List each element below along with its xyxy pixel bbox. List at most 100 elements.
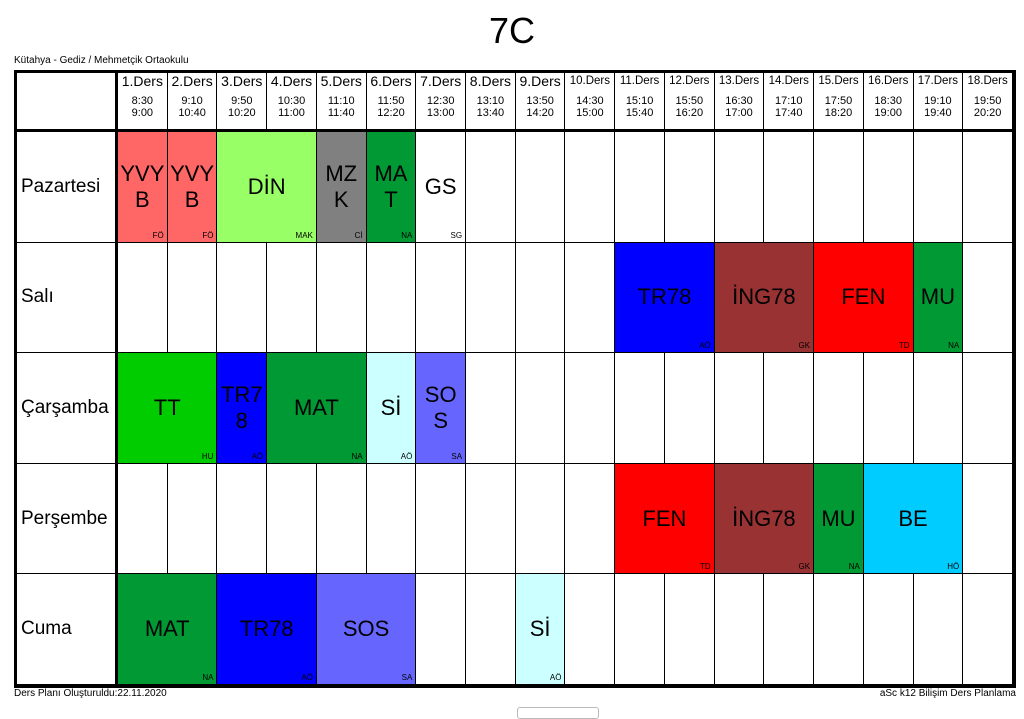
lesson-block[interactable]: MAT NA xyxy=(118,574,218,685)
empty-slot[interactable] xyxy=(565,574,616,685)
period-header: 1.Ders 8:30 9:00 xyxy=(118,73,168,132)
empty-slot[interactable] xyxy=(316,242,367,354)
empty-slot[interactable] xyxy=(963,463,1013,575)
period-time: 9:10 10:40 xyxy=(168,95,217,119)
period-time: 10:30 11:00 xyxy=(267,95,316,119)
empty-slot[interactable] xyxy=(764,132,815,243)
period-end: 9:00 xyxy=(131,107,154,119)
empty-slot[interactable] xyxy=(863,574,914,685)
empty-slot[interactable] xyxy=(565,242,616,354)
empty-slot[interactable] xyxy=(814,574,864,685)
empty-slot[interactable] xyxy=(664,353,715,464)
empty-slot[interactable] xyxy=(267,242,317,354)
empty-slot[interactable] xyxy=(118,463,168,575)
day-cell: Salı xyxy=(17,242,118,354)
day-name: Çarşamba xyxy=(21,396,109,418)
empty-slot[interactable] xyxy=(814,353,864,464)
empty-slot[interactable] xyxy=(913,132,964,243)
lesson-block[interactable]: FEN TD xyxy=(615,463,715,575)
period-start: 17:50 xyxy=(824,95,853,107)
lesson-subject: Sİ xyxy=(529,616,551,642)
empty-slot[interactable] xyxy=(963,242,1013,354)
empty-slot[interactable] xyxy=(316,463,367,575)
empty-slot[interactable] xyxy=(963,574,1013,685)
empty-slot[interactable] xyxy=(615,574,665,685)
empty-slot[interactable] xyxy=(664,132,715,243)
empty-slot[interactable] xyxy=(366,242,417,354)
empty-slot[interactable] xyxy=(913,353,964,464)
lesson-teacher: Cİ xyxy=(354,230,363,240)
empty-slot[interactable] xyxy=(466,463,516,575)
empty-slot[interactable] xyxy=(515,353,566,464)
lesson-block[interactable]: İNG78 GK xyxy=(714,242,815,354)
lesson-block[interactable]: İNG78 GK xyxy=(714,463,815,575)
lesson-block[interactable]: MAT NA xyxy=(366,132,417,243)
lesson-subject: BE xyxy=(898,505,928,531)
empty-slot[interactable] xyxy=(118,242,168,354)
lesson-block[interactable]: Sİ AÖ xyxy=(366,353,417,464)
empty-slot[interactable] xyxy=(167,242,218,354)
empty-slot[interactable] xyxy=(963,132,1013,243)
empty-slot[interactable] xyxy=(714,353,765,464)
empty-slot[interactable] xyxy=(416,574,467,685)
period-name: 7.Ders xyxy=(420,73,462,89)
empty-slot[interactable] xyxy=(466,242,516,354)
empty-slot[interactable] xyxy=(615,353,665,464)
empty-slot[interactable] xyxy=(366,463,417,575)
lesson-teacher: AÖ xyxy=(251,451,264,461)
lesson-block[interactable]: Sİ AÖ xyxy=(515,574,566,685)
page-control[interactable] xyxy=(517,707,599,719)
empty-slot[interactable] xyxy=(217,242,268,354)
empty-slot[interactable] xyxy=(515,132,566,243)
empty-slot[interactable] xyxy=(863,353,914,464)
empty-slot[interactable] xyxy=(764,353,815,464)
lesson-teacher: GK xyxy=(798,341,811,351)
empty-slot[interactable] xyxy=(466,132,516,243)
lesson-block[interactable]: DİN MAK xyxy=(217,132,317,243)
lesson-block[interactable]: MAT NA xyxy=(267,353,367,464)
empty-slot[interactable] xyxy=(714,574,765,685)
empty-slot[interactable] xyxy=(615,132,665,243)
empty-slot[interactable] xyxy=(565,132,616,243)
empty-slot[interactable] xyxy=(466,353,516,464)
lesson-block[interactable]: TR78 AÖ xyxy=(615,242,715,354)
lesson-block[interactable]: TR78 AÖ xyxy=(217,574,317,685)
lesson-block[interactable]: GS SG xyxy=(416,132,467,243)
empty-slot[interactable] xyxy=(167,463,218,575)
empty-slot[interactable] xyxy=(217,463,268,575)
lesson-teacher: HÖ xyxy=(947,562,960,572)
empty-slot[interactable] xyxy=(515,463,566,575)
period-name: 1.Ders xyxy=(121,73,163,89)
lesson-block[interactable]: YVYB FÖ xyxy=(118,132,168,243)
empty-slot[interactable] xyxy=(664,574,715,685)
period-end: 11:00 xyxy=(278,107,305,119)
lesson-block[interactable]: TT HU xyxy=(118,353,218,464)
empty-slot[interactable] xyxy=(515,242,566,354)
lesson-block[interactable]: FEN TD xyxy=(814,242,914,354)
empty-slot[interactable] xyxy=(863,132,914,243)
lesson-block[interactable]: SOS SA xyxy=(416,353,467,464)
lesson-teacher: TD xyxy=(898,341,910,351)
empty-slot[interactable] xyxy=(764,574,815,685)
lesson-block[interactable]: TR78 AÖ xyxy=(217,353,268,464)
lesson-block[interactable]: BE HÖ xyxy=(863,463,964,575)
period-name: 10.Ders xyxy=(569,75,610,87)
empty-slot[interactable] xyxy=(416,463,467,575)
lesson-block[interactable]: YVYB FÖ xyxy=(167,132,218,243)
lesson-block[interactable]: MZK Cİ xyxy=(316,132,367,243)
empty-slot[interactable] xyxy=(814,132,864,243)
lesson-teacher: AÖ xyxy=(301,672,313,682)
period-end: 17:00 xyxy=(725,107,753,119)
period-name: 17.Ders xyxy=(917,75,959,87)
empty-slot[interactable] xyxy=(267,463,317,575)
empty-slot[interactable] xyxy=(963,353,1013,464)
lesson-block[interactable]: MU NA xyxy=(913,242,964,354)
empty-slot[interactable] xyxy=(565,463,616,575)
empty-slot[interactable] xyxy=(466,574,516,685)
empty-slot[interactable] xyxy=(565,353,616,464)
lesson-block[interactable]: SOS SA xyxy=(316,574,417,685)
lesson-block[interactable]: MU NA xyxy=(814,463,864,575)
empty-slot[interactable] xyxy=(714,132,765,243)
empty-slot[interactable] xyxy=(416,242,467,354)
empty-slot[interactable] xyxy=(913,574,964,685)
